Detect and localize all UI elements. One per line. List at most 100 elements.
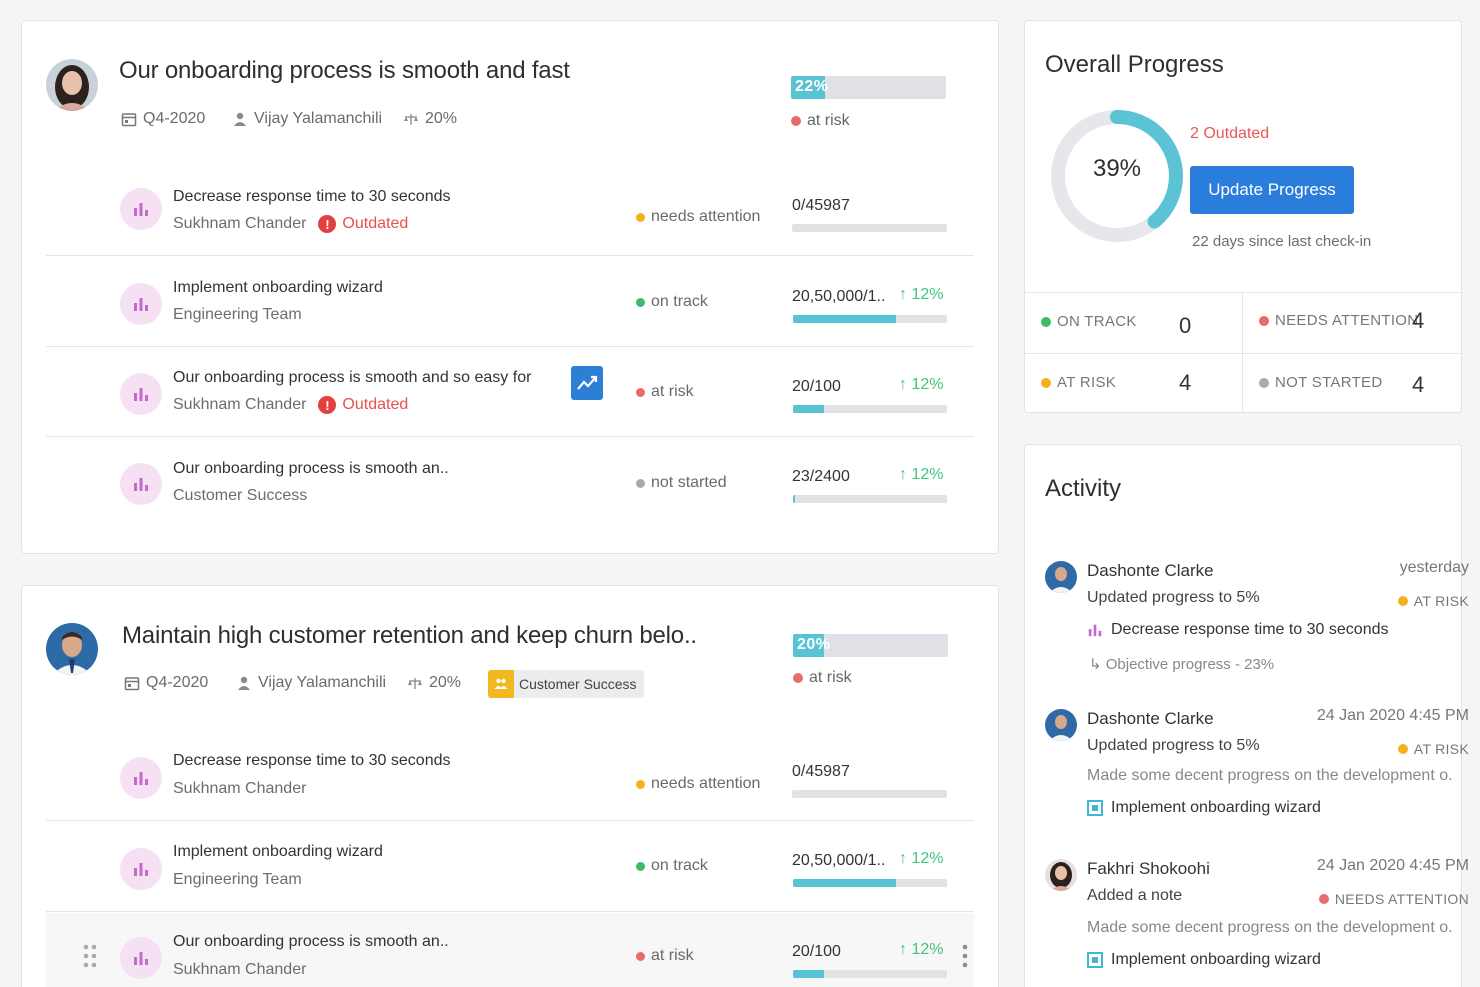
outdated-count[interactable]: 2 Outdated: [1190, 125, 1270, 142]
activity-time: yesterday: [1399, 559, 1469, 576]
update-progress-button[interactable]: Update Progress: [1190, 166, 1354, 214]
key-result-status: needs attention: [636, 775, 760, 793]
activity-user-name[interactable]: Dashonte Clarke: [1087, 709, 1214, 728]
key-result-owner: Sukhnam Chander: [173, 961, 307, 978]
key-result-title[interactable]: Our onboarding process is smooth and so …: [173, 369, 532, 386]
key-result-title[interactable]: Decrease response time to 30 seconds: [173, 188, 451, 205]
quarter-label: Q4-2020: [143, 110, 206, 127]
activity-time: 24 Jan 2020 4:45 PM: [1316, 707, 1469, 724]
key-result-status: on track: [636, 293, 708, 311]
key-result-row[interactable]: Implement onboarding wizard Engineering …: [46, 257, 974, 347]
objective-weight: 20%: [403, 110, 457, 128]
outdated-badge: ! Outdated: [318, 396, 408, 414]
key-result-owner: Engineering Team: [173, 306, 302, 323]
key-result-value[interactable]: 20,50,000/1..: [792, 288, 886, 305]
user-avatar[interactable]: [1045, 859, 1077, 891]
activity-title: Activity: [1045, 475, 1122, 502]
key-result-progress-bar: [792, 790, 947, 798]
overall-progress-title: Overall Progress: [1045, 51, 1224, 78]
trend-chart-icon[interactable]: [571, 366, 603, 400]
activity-card: Activity Dashonte Clarke yesterday Updat…: [1024, 444, 1469, 987]
key-result-title[interactable]: Our onboarding process is smooth an..: [173, 933, 449, 950]
activity-time: 24 Jan 2020 4:45 PM: [1316, 857, 1469, 874]
key-result-row[interactable]: Our onboarding process is smooth an.. Su…: [46, 913, 974, 987]
key-result-progress-bar: [793, 315, 947, 323]
key-result-status: at risk: [636, 947, 694, 965]
key-result-progress-bar: [792, 224, 947, 232]
objective-quarter: Q4-2020: [121, 110, 205, 128]
bar-chart-icon: [134, 952, 148, 965]
objective-owner[interactable]: Vijay Yalamanchili: [236, 674, 386, 692]
objective-owner[interactable]: Vijay Yalamanchili: [232, 110, 382, 128]
status-count-at-risk[interactable]: AT RISK 4: [1025, 354, 1243, 414]
key-result-icon: [120, 757, 162, 799]
weight-scale-icon: [404, 114, 418, 125]
puzzle-icon: [1087, 952, 1103, 968]
key-result-icon: [120, 188, 162, 230]
team-tag[interactable]: Customer Success: [488, 670, 645, 698]
key-result-icon: [120, 283, 162, 325]
drag-handle-icon[interactable]: [83, 943, 97, 974]
key-result-owner: Sukhnam Chander! Outdated: [173, 215, 409, 233]
objective-progress-bar: 22%: [791, 76, 946, 99]
owner-avatar[interactable]: [46, 623, 98, 675]
key-result-value[interactable]: 0/45987: [792, 763, 850, 780]
key-result-owner: Customer Success: [173, 487, 308, 504]
key-result-status: not started: [636, 474, 727, 492]
key-result-title[interactable]: Decrease response time to 30 seconds: [173, 752, 451, 769]
key-result-title[interactable]: Implement onboarding wizard: [173, 279, 383, 296]
key-result-row[interactable]: Our onboarding process is smooth an.. Cu…: [46, 437, 974, 527]
alert-icon: !: [318, 215, 337, 233]
key-result-value[interactable]: 20,50,000/1..: [792, 852, 886, 869]
key-result-status: on track: [636, 857, 708, 875]
key-result-delta: ↑ 12%: [899, 466, 944, 483]
activity-key-result[interactable]: Implement onboarding wizard: [1087, 799, 1321, 817]
objective-card: Maintain high customer retention and kee…: [21, 585, 999, 987]
key-result-value[interactable]: 0/45987: [792, 197, 850, 214]
owner-name: Vijay Yalamanchili: [258, 674, 387, 691]
overall-progress-percent: 39%: [1092, 155, 1142, 182]
key-result-title[interactable]: Our onboarding process is smooth an..: [173, 460, 449, 477]
activity-user-name[interactable]: Fakhri Shokoohi: [1087, 859, 1210, 878]
status-count-needs-attention[interactable]: NEEDS ATTENTION 4: [1243, 293, 1461, 353]
bar-chart-icon: [134, 478, 148, 491]
status-dot: [791, 116, 801, 126]
puzzle-icon: [1087, 800, 1103, 816]
key-result-delta: ↑ 12%: [899, 850, 944, 867]
activity-action: Added a note: [1087, 887, 1183, 904]
user-avatar[interactable]: [1045, 561, 1077, 593]
activity-note: Made some decent progress on the develop…: [1087, 767, 1453, 784]
key-result-owner: Engineering Team: [173, 871, 302, 888]
activity-action: Updated progress to 5%: [1087, 589, 1260, 606]
status-text: at risk: [809, 669, 852, 686]
user-icon: [238, 676, 250, 690]
bar-chart-icon: [134, 203, 148, 216]
status-count-on-track[interactable]: ON TRACK 0: [1025, 293, 1243, 353]
key-result-row[interactable]: Decrease response time to 30 seconds Suk…: [46, 166, 974, 256]
key-result-row[interactable]: Decrease response time to 30 seconds Suk…: [46, 731, 974, 821]
objective-title[interactable]: Maintain high customer retention and kee…: [122, 622, 697, 649]
owner-avatar[interactable]: [46, 59, 98, 111]
activity-note: Made some decent progress on the develop…: [1087, 919, 1453, 936]
status-text: at risk: [807, 112, 850, 129]
more-options-icon[interactable]: [962, 943, 968, 974]
key-result-row[interactable]: Our onboarding process is smooth and so …: [46, 347, 974, 437]
bar-chart-icon: [134, 298, 148, 311]
weight-value: 20%: [425, 110, 458, 127]
bar-chart-icon: [1088, 624, 1102, 637]
key-result-progress-bar: [793, 495, 947, 503]
key-result-row[interactable]: Implement onboarding wizard Engineering …: [46, 822, 974, 912]
key-result-value[interactable]: 20/100: [792, 378, 841, 395]
status-count-not-started[interactable]: NOT STARTED 4: [1243, 354, 1461, 414]
activity-key-result[interactable]: Implement onboarding wizard: [1087, 951, 1321, 969]
key-result-icon: [120, 463, 162, 505]
activity-key-result[interactable]: Decrease response time to 30 seconds: [1087, 621, 1388, 639]
key-result-value[interactable]: 20/100: [792, 943, 841, 960]
activity-user-name[interactable]: Dashonte Clarke: [1087, 561, 1214, 580]
calendar-icon: [121, 113, 137, 127]
key-result-value[interactable]: 23/2400: [792, 468, 850, 485]
key-result-title[interactable]: Implement onboarding wizard: [173, 843, 383, 860]
objective-title[interactable]: Our onboarding process is smooth and fas…: [119, 57, 570, 84]
status-dot: [793, 673, 803, 683]
user-avatar[interactable]: [1045, 709, 1077, 741]
